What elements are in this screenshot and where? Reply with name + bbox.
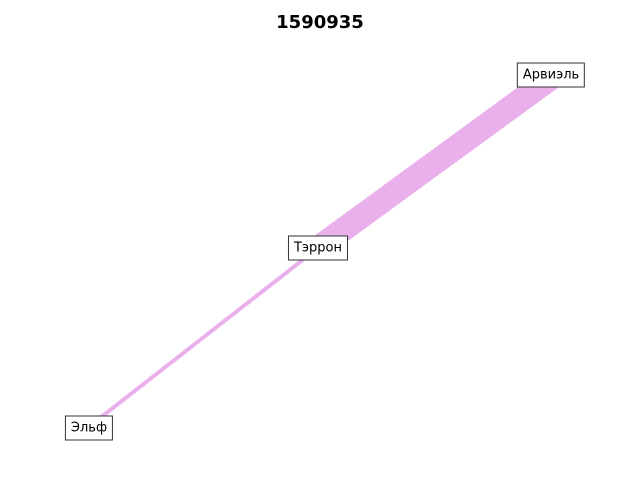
node-label-elf: Эльф xyxy=(64,415,114,441)
flow-link-elf-terron xyxy=(98,246,320,420)
diagram-title: 1590935 xyxy=(276,12,364,33)
flow-link-terron-arviel xyxy=(310,68,559,258)
node-label-arviel: Арвиэль xyxy=(516,62,586,88)
node-label-terron: Тэррон xyxy=(287,235,349,261)
